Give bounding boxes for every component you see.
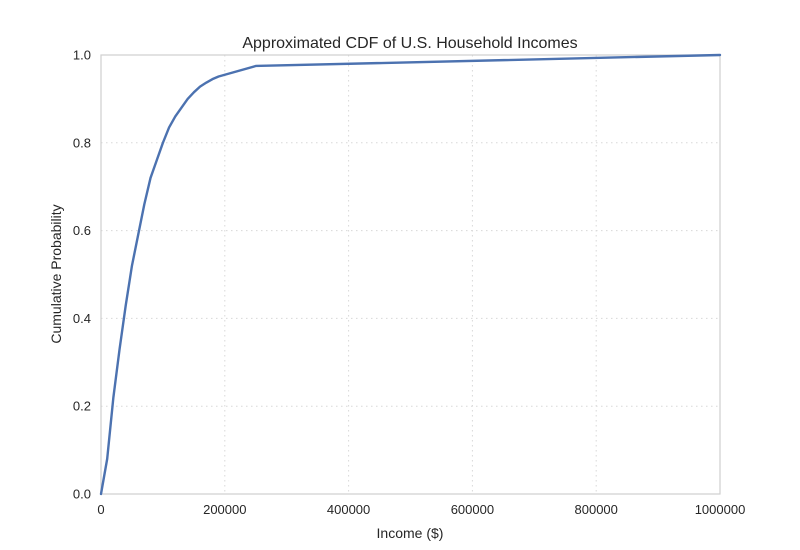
- y-tick-label: 0.0: [73, 487, 91, 502]
- x-axis-label: Income ($): [377, 525, 444, 541]
- y-tick-label: 0.4: [73, 311, 91, 326]
- x-tick-label: 1000000: [695, 502, 746, 517]
- grid-lines: [101, 55, 720, 494]
- x-tick-label: 800000: [575, 502, 618, 517]
- chart-title: Approximated CDF of U.S. Household Incom…: [242, 35, 577, 52]
- series-layer: [99, 53, 722, 496]
- x-axis-ticks: 0 200000 400000 600000 800000 1000000: [97, 502, 745, 517]
- cdf-series-line: [99, 53, 722, 496]
- x-tick-label: 400000: [327, 502, 370, 517]
- x-tick-label: 600000: [451, 502, 494, 517]
- x-tick-label: 0: [97, 502, 104, 517]
- y-axis-label: Cumulative Probability: [48, 204, 64, 343]
- y-tick-label: 0.8: [73, 135, 91, 150]
- y-axis-ticks: 0.0 0.2 0.4 0.6 0.8 1.0: [73, 48, 91, 502]
- plot-frame: [100, 54, 721, 495]
- y-tick-label: 0.2: [73, 399, 91, 414]
- x-tick-label: 200000: [203, 502, 246, 517]
- y-tick-label: 0.6: [73, 223, 91, 238]
- y-tick-label: 1.0: [73, 48, 91, 63]
